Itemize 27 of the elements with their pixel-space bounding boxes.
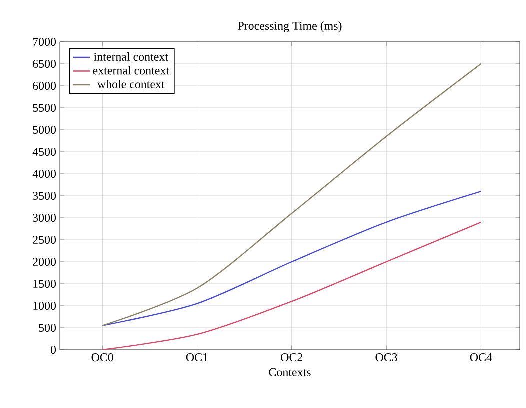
y-tick-label: 5000 xyxy=(33,126,56,134)
chart-title: Processing Time (ms) xyxy=(238,22,342,33)
y-tick-label: 4500 xyxy=(32,148,56,156)
y-tick-label: 3500 xyxy=(33,192,56,200)
x-tick-label: OC2 xyxy=(281,354,303,362)
y-tick-label: 5500 xyxy=(33,104,56,112)
y-tick-label: 6000 xyxy=(33,82,56,90)
legend-label: whole context xyxy=(97,80,165,89)
x-tick-label: OC0 xyxy=(92,354,114,362)
y-tick-label: 3000 xyxy=(33,214,56,222)
x-tick-label: OC3 xyxy=(376,354,398,362)
line-series xyxy=(102,222,482,350)
y-tick-label: 2500 xyxy=(33,236,56,244)
y-tick-label: 1000 xyxy=(34,302,56,310)
legend-label: internal context xyxy=(94,52,168,61)
y-tick-label: 7000 xyxy=(33,38,56,46)
x-tick-label: OC4 xyxy=(470,354,492,362)
y-tick-label: 4000 xyxy=(32,170,56,178)
legend-label: external context xyxy=(93,66,170,75)
y-tick-label: 2000 xyxy=(33,258,56,266)
line-series xyxy=(102,191,482,326)
y-tick-label: 0 xyxy=(50,346,56,354)
y-tick-label: 1500 xyxy=(34,280,56,288)
y-tick-label: 500 xyxy=(39,324,56,332)
x-axis-title: Contexts xyxy=(269,368,311,376)
x-tick-label: OC1 xyxy=(186,354,208,362)
y-tick-label: 6500 xyxy=(33,60,56,68)
